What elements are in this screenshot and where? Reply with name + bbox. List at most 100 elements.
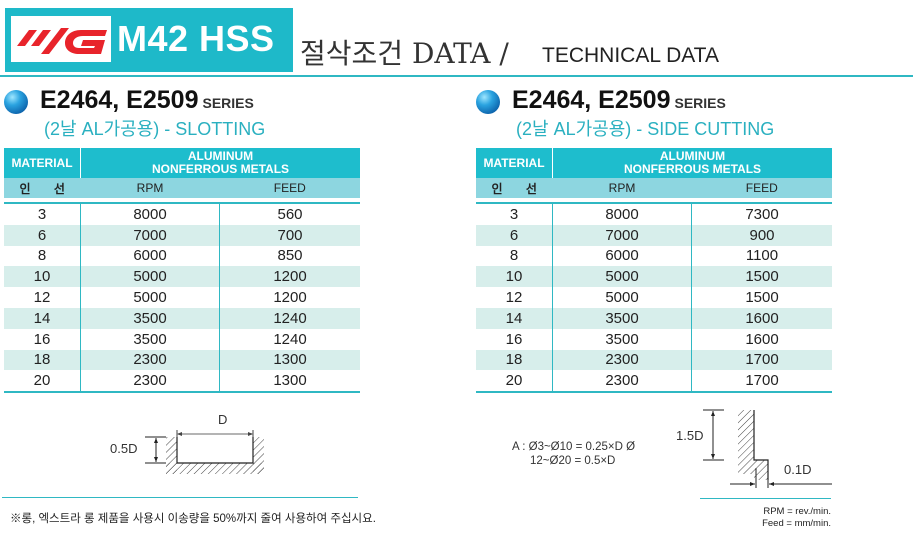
diameter-cell: 16 — [4, 328, 81, 350]
unit-rpm: RPM = rev./min. — [763, 506, 831, 517]
rpm-cell: 7000 — [552, 224, 692, 246]
diameter-cell: 8 — [476, 245, 553, 267]
feed-header: FEED — [219, 178, 360, 198]
rpm-cell: 7000 — [80, 224, 220, 246]
units-legend: RPM = rev./min. Feed = mm/min. — [762, 506, 831, 530]
header-gap — [4, 198, 360, 204]
rpm-cell: 8000 — [80, 203, 220, 225]
side-cutting-panel: E2464, E2509 SERIES (2날 AL가공용) - SIDE CUT… — [476, 86, 836, 394]
series-code: E2464, E2509 SERIES — [40, 86, 254, 115]
feed-cell: 1600 — [745, 330, 779, 348]
rpm-cell: 2300 — [552, 349, 692, 371]
table-row: 20 2300 1300 — [4, 370, 360, 394]
diameter-cell: 3 — [476, 203, 553, 225]
diameter-cell: 10 — [476, 266, 553, 288]
header-gap — [476, 198, 832, 204]
cutting-conditions-table: MATERIAL ALUMINUM NONFERROUS METALS 인 선 R… — [476, 148, 832, 394]
feed-cell: 1500 — [745, 289, 779, 307]
rpm-cell: 2300 — [552, 370, 692, 394]
diameter-header: 인 선 — [476, 178, 553, 198]
table-row: 12 5000 1200 — [4, 287, 360, 308]
table-row: 14 3500 1600 — [476, 307, 832, 329]
slotting-panel: E2464, E2509 SERIES (2날 AL가공용) - SLOTTING… — [4, 86, 364, 394]
feed-cell: 7300 — [745, 205, 779, 223]
series-code-text: E2464, E2509 — [512, 86, 671, 114]
brand-title: M42 HSS — [117, 18, 275, 59]
series-code-text: E2464, E2509 — [40, 86, 199, 114]
feed-cell: 1500 — [691, 266, 832, 288]
rpm-cell: 6000 — [552, 245, 692, 267]
diameter-cell: 10 — [4, 266, 81, 288]
group-header-line1: ALUMINUM — [187, 149, 254, 163]
feed-cell: 1300 — [219, 370, 360, 394]
side-cut-formula: A : Ø3~Ø10 = 0.25×D Ø 12~Ø20 = 0.5×D — [512, 440, 635, 468]
material-header: MATERIAL — [476, 148, 553, 178]
series-suffix: SERIES — [202, 95, 254, 111]
rpm-cell: 2300 — [80, 370, 220, 394]
rpm-cell: 8000 — [552, 203, 692, 225]
feed-cell: 850 — [277, 247, 303, 265]
feed-cell: 1240 — [273, 330, 307, 348]
header-divider — [0, 75, 913, 77]
diameter-cell: 6 — [476, 224, 553, 246]
table-row: 16 3500 1240 — [4, 328, 360, 350]
feed-header: FEED — [691, 178, 832, 198]
feed-cell: 700 — [219, 224, 360, 246]
diameter-cell: 14 — [476, 307, 553, 329]
rpm-cell: 2300 — [80, 349, 220, 371]
diameter-cell: 12 — [4, 287, 81, 308]
slot-depth-label: 0.5D — [110, 441, 138, 456]
side-cut-height-label: 1.5D — [676, 428, 704, 443]
table-row: 14 3500 1240 — [4, 307, 360, 329]
rpm-header: RPM — [552, 178, 692, 198]
rpm-cell: 5000 — [552, 287, 692, 308]
diameter-cell: 8 — [4, 245, 81, 267]
formula-line1: A : Ø3~Ø10 = 0.25×D Ø — [512, 441, 636, 453]
feed-cell: 900 — [691, 224, 832, 246]
rpm-cell: 3500 — [80, 307, 220, 329]
diameter-cell: 20 — [476, 370, 553, 394]
operation-subtitle: (2날 AL가공용) - SLOTTING — [44, 119, 266, 139]
rpm-cell: 5000 — [80, 287, 220, 308]
feed-cell: 1200 — [273, 289, 307, 307]
table-row: 10 5000 1200 — [4, 266, 360, 288]
diameter-cell: 20 — [4, 370, 81, 394]
group-header-line2: NONFERROUS METALS — [623, 162, 762, 176]
series-heading: E2464, E2509 SERIES — [4, 86, 364, 116]
side-cutting-diagram-icon — [703, 409, 832, 488]
footer-divider-right — [700, 498, 831, 499]
table-row: 10 5000 1500 — [476, 266, 832, 288]
diameter-cell: 6 — [4, 224, 81, 246]
footer-divider-left — [2, 497, 358, 498]
rpm-header: RPM — [80, 178, 220, 198]
feed-cell: 1700 — [691, 370, 832, 394]
rpm-cell: 3500 — [552, 307, 692, 329]
aluminum-group-header: ALUMINUM NONFERROUS METALS — [552, 148, 832, 178]
feed-cell: 560 — [277, 205, 303, 223]
table-row: 12 5000 1500 — [476, 287, 832, 308]
blue-ball-bullet-icon — [4, 90, 28, 114]
formula-line2: 12~Ø20 = 0.5×D — [530, 455, 616, 467]
yg-logo — [11, 16, 111, 62]
cutting-conditions-table: MATERIAL ALUMINUM NONFERROUS METALS 인 선 R… — [4, 148, 360, 394]
table-row: 16 3500 1600 — [476, 328, 832, 350]
feed-cell: 1200 — [219, 266, 360, 288]
table-row: 3 8000 7300 — [476, 203, 832, 225]
table-row: 18 2300 1700 — [476, 349, 832, 371]
diameter-cell: 18 — [4, 349, 81, 371]
diameter-cell: 14 — [4, 307, 81, 329]
diameter-cell: 18 — [476, 349, 553, 371]
brand-banner: M42 HSS — [5, 8, 293, 72]
blue-ball-bullet-icon — [476, 90, 500, 114]
table-row: 6 7000 700 — [4, 224, 360, 246]
series-heading: E2464, E2509 SERIES — [476, 86, 836, 116]
group-header-line1: ALUMINUM — [659, 149, 726, 163]
slot-width-label: D — [218, 412, 228, 427]
feed-cell: 1600 — [691, 307, 832, 329]
page-title-english: TECHNICAL DATA — [542, 44, 719, 67]
slotting-diagram-icon — [145, 430, 264, 474]
material-header: MATERIAL — [4, 148, 81, 178]
series-suffix: SERIES — [674, 95, 726, 111]
table-row: 3 8000 560 — [4, 203, 360, 225]
feed-cell: 1300 — [219, 349, 360, 371]
